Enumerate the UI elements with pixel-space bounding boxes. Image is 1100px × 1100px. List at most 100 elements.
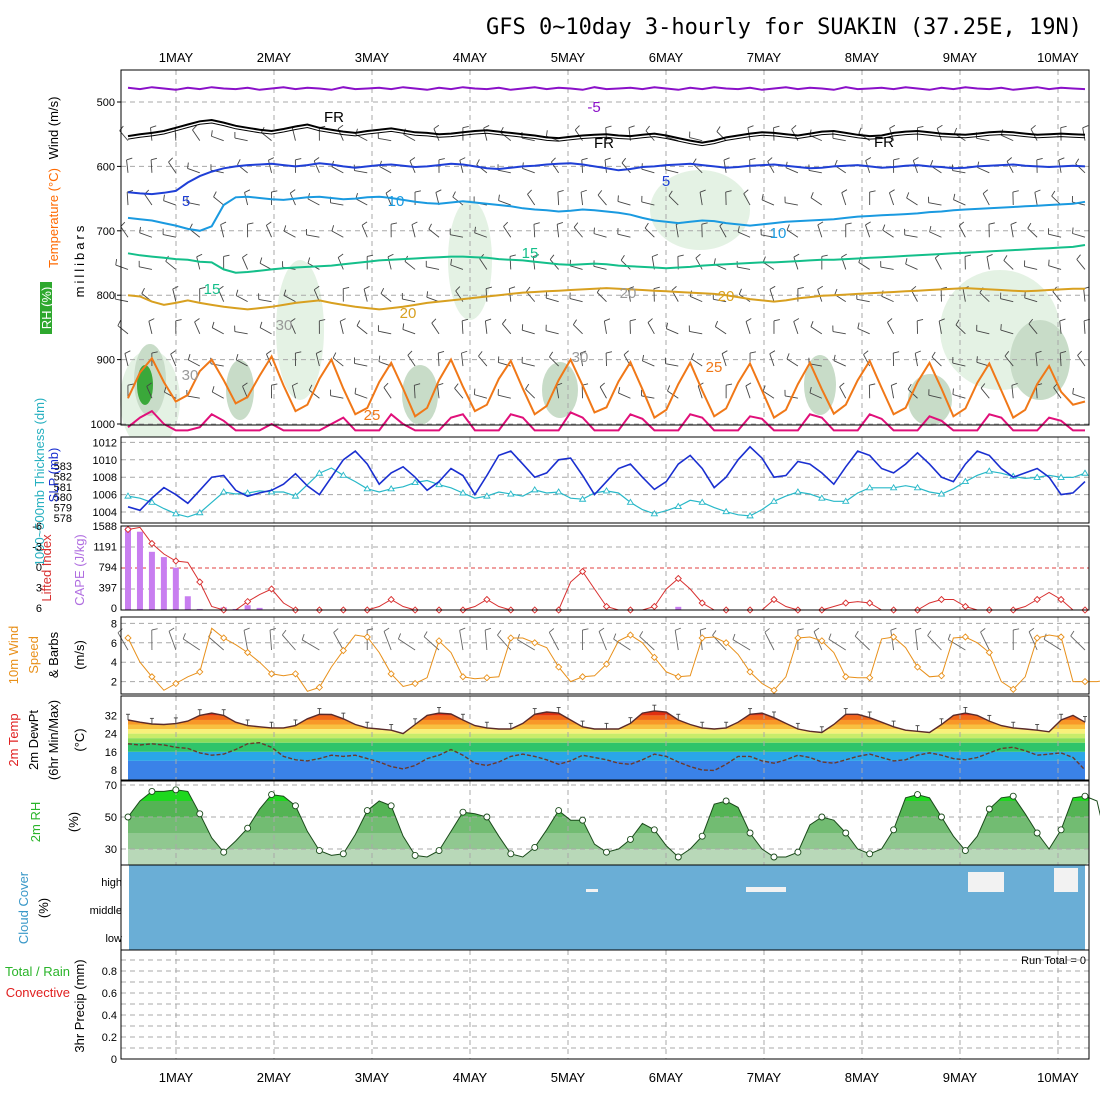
wind-barb: [810, 326, 823, 335]
li-tick: 3: [36, 583, 42, 595]
wind-barb: [117, 325, 129, 335]
thickness-tick: 581: [54, 482, 72, 494]
wind-barb: [522, 329, 535, 335]
humidity-point: [722, 797, 730, 805]
wind-barb: [1004, 351, 1010, 357]
wind-speed-point: [220, 634, 228, 642]
thickness-point: [435, 480, 443, 488]
wind-barb: [913, 157, 919, 161]
precip-background: [121, 950, 1089, 1059]
top-date-labels: 1MAY 2MAY 3MAY 4MAY 5MAY 6MAY 7MAY 8MAY 9MAY 10MA…: [159, 50, 1079, 65]
wind-barb: [769, 285, 776, 290]
surface-wind-barb: [582, 628, 589, 631]
wind-barb: [809, 392, 823, 399]
wind-barb: [498, 200, 511, 206]
wind-barb: [407, 355, 416, 367]
lifted-index-point: [866, 599, 874, 607]
lifted-index-point: [770, 595, 778, 604]
wind-barb: [259, 262, 272, 270]
wind-barb: [749, 158, 756, 161]
wind-barb: [115, 298, 129, 303]
wind-barb: [247, 222, 254, 225]
wind-barb: [1034, 189, 1041, 193]
precip-frame: [120, 949, 1090, 1060]
wind-barb: [841, 189, 848, 194]
precip-tick: 0.8: [102, 966, 117, 978]
surface-wind-barb: [854, 635, 870, 651]
surface-wind-barb: [613, 638, 631, 651]
wind-barb: [461, 320, 464, 334]
temperature-label: Temperature (°C): [46, 168, 61, 268]
wind-barb: [747, 125, 754, 129]
wind-barb: [387, 256, 392, 270]
thickness-point: [722, 507, 730, 515]
wind-barb: [315, 353, 320, 367]
temperature-band: [128, 729, 1085, 734]
wind-speed-point: [866, 674, 874, 682]
wind-barb: [498, 394, 511, 399]
li-tick: 0: [36, 562, 42, 574]
wind-barb: [580, 189, 587, 193]
wind-barb: [952, 394, 966, 399]
wind-barb: [641, 168, 655, 174]
wind-barb: [641, 395, 655, 399]
wind-barb: [387, 253, 394, 258]
temp2m-label-1: 2m Temp: [6, 713, 21, 766]
wind-barb: [235, 295, 248, 303]
wind-barb: [383, 387, 392, 399]
wind-barb: [478, 355, 488, 367]
date-label-top: 1MAY: [159, 50, 194, 65]
slp-tick: 1008: [93, 472, 117, 484]
wind-barb: [261, 132, 272, 141]
wind-barb: [579, 353, 584, 367]
humidity-point: [435, 847, 443, 855]
wind10m-label-4: (m/s): [72, 640, 87, 670]
wind-barb: [976, 330, 990, 335]
surface-wind-barb: [915, 627, 922, 631]
wind-barb: [785, 202, 798, 206]
wind-barb: [773, 125, 780, 129]
wind-barb: [474, 232, 488, 238]
wind-barb: [605, 351, 613, 354]
lifted-index-point: [937, 595, 946, 604]
wind-barb: [929, 231, 942, 238]
wind-barb: [452, 191, 456, 198]
wind-barb: [817, 221, 824, 226]
wind-speed-point: [1057, 633, 1065, 641]
date-label-bottom: 2MAY: [257, 1070, 292, 1085]
wind-barb: [714, 320, 719, 327]
wind-barb: [1028, 323, 1038, 335]
wind-tick: 6: [111, 638, 117, 650]
wind-barb: [380, 293, 392, 302]
wind-barb: [361, 221, 368, 226]
wind-barb: [450, 234, 464, 238]
wind-barb: [435, 189, 442, 193]
wind-barb: [331, 230, 344, 238]
wind-barb: [557, 192, 560, 206]
surface-wind-barb: [639, 636, 655, 651]
humidity-point: [842, 829, 850, 837]
wind-barb: [1011, 383, 1018, 386]
surface-wind-barb: [1028, 631, 1038, 651]
wind-barb: [316, 350, 322, 354]
wind-barb: [1000, 324, 1002, 331]
wind-barb: [889, 128, 895, 141]
wind-barb: [904, 234, 918, 238]
humidity-point: [603, 848, 610, 856]
precip-panel: 0 0.2 0.4 0.6 0.8: [102, 949, 1090, 1066]
wind-barb: [834, 159, 838, 166]
wind-barb: [1076, 254, 1081, 260]
surface-wind-barb: [980, 627, 986, 633]
wind-barb: [290, 318, 296, 323]
temperature-tick: 8: [111, 765, 117, 777]
wind-barb: [295, 351, 302, 354]
wind-barb: [715, 326, 727, 335]
wind-barb: [367, 254, 374, 257]
rh-shading: [402, 365, 438, 425]
humidity-point: [698, 832, 706, 840]
humidity-tick: 30: [105, 844, 117, 856]
wind-barb: [485, 288, 488, 302]
surface-wind-barb: [639, 631, 644, 637]
wind-barb: [126, 157, 133, 161]
wind-barb: [581, 157, 588, 161]
